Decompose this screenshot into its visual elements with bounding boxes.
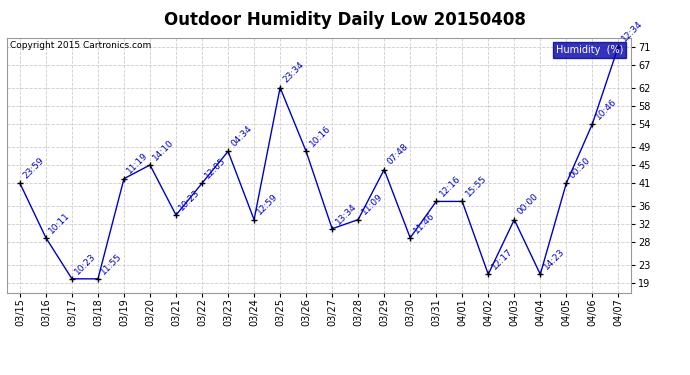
Text: 00:50: 00:50 xyxy=(568,156,592,180)
Text: 10:23: 10:23 xyxy=(177,188,202,212)
Text: 07:48: 07:48 xyxy=(386,142,410,167)
Text: 10:46: 10:46 xyxy=(593,97,618,121)
Text: 12:59: 12:59 xyxy=(255,192,280,217)
Text: 10:16: 10:16 xyxy=(308,124,332,148)
Legend: Humidity  (%): Humidity (%) xyxy=(553,42,627,58)
Text: 23:59: 23:59 xyxy=(21,156,46,180)
Text: Outdoor Humidity Daily Low 20150408: Outdoor Humidity Daily Low 20150408 xyxy=(164,11,526,29)
Text: 11:55: 11:55 xyxy=(99,251,124,276)
Text: 14:23: 14:23 xyxy=(542,247,566,272)
Text: 04:34: 04:34 xyxy=(230,124,254,148)
Text: 13:34: 13:34 xyxy=(333,201,358,226)
Text: 10:23: 10:23 xyxy=(73,252,98,276)
Text: 12:05: 12:05 xyxy=(204,156,228,180)
Text: 14:10: 14:10 xyxy=(151,138,176,162)
Text: 12:17: 12:17 xyxy=(490,247,514,272)
Text: 12:34: 12:34 xyxy=(620,20,644,44)
Text: 12:16: 12:16 xyxy=(437,174,462,199)
Text: 00:00: 00:00 xyxy=(515,192,540,217)
Text: 11:09: 11:09 xyxy=(359,192,384,217)
Text: 11:19: 11:19 xyxy=(126,151,150,176)
Text: 15:55: 15:55 xyxy=(464,174,489,199)
Text: 10:11: 10:11 xyxy=(48,210,72,235)
Text: 11:46: 11:46 xyxy=(411,210,436,235)
Text: Copyright 2015 Cartronics.com: Copyright 2015 Cartronics.com xyxy=(10,41,152,50)
Text: 23:34: 23:34 xyxy=(282,60,306,85)
